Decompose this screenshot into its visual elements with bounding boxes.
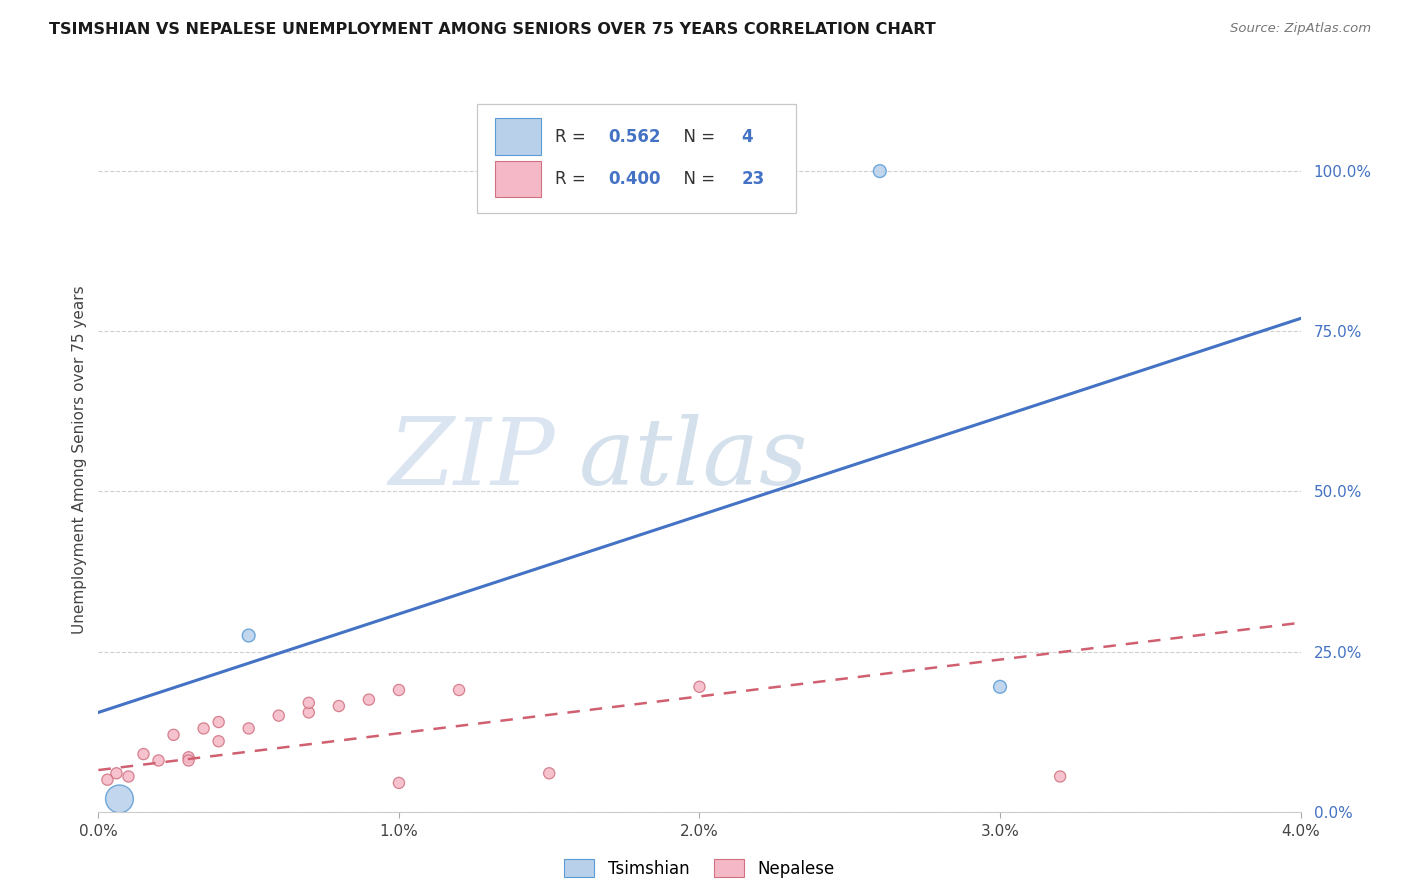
Text: R =: R = bbox=[555, 169, 592, 188]
FancyBboxPatch shape bbox=[495, 119, 541, 155]
Point bbox=[193, 722, 215, 736]
Point bbox=[538, 766, 561, 780]
Y-axis label: Unemployment Among Seniors over 75 years: Unemployment Among Seniors over 75 years bbox=[72, 285, 87, 633]
Point bbox=[357, 692, 380, 706]
Text: TSIMSHIAN VS NEPALESE UNEMPLOYMENT AMONG SENIORS OVER 75 YEARS CORRELATION CHART: TSIMSHIAN VS NEPALESE UNEMPLOYMENT AMONG… bbox=[49, 22, 936, 37]
Point bbox=[388, 683, 411, 698]
Point bbox=[132, 747, 155, 761]
FancyBboxPatch shape bbox=[477, 103, 796, 213]
Point bbox=[298, 706, 321, 720]
Point bbox=[238, 628, 260, 642]
Point bbox=[238, 722, 260, 736]
FancyBboxPatch shape bbox=[495, 161, 541, 197]
Text: Source: ZipAtlas.com: Source: ZipAtlas.com bbox=[1230, 22, 1371, 36]
Point bbox=[388, 776, 411, 790]
Point bbox=[1049, 769, 1071, 784]
Point bbox=[96, 772, 118, 787]
Point bbox=[208, 714, 231, 729]
Point bbox=[177, 754, 200, 768]
Point bbox=[689, 680, 711, 694]
Text: 23: 23 bbox=[741, 169, 765, 188]
Text: N =: N = bbox=[673, 169, 720, 188]
Text: ZIP: ZIP bbox=[388, 415, 555, 504]
Point bbox=[177, 750, 200, 764]
Point bbox=[108, 792, 131, 806]
Point bbox=[162, 728, 184, 742]
Text: 0.562: 0.562 bbox=[609, 128, 661, 145]
Point bbox=[105, 766, 128, 780]
Point bbox=[298, 696, 321, 710]
Point bbox=[267, 708, 290, 723]
Point bbox=[208, 734, 231, 748]
Text: atlas: atlas bbox=[579, 415, 808, 504]
Point bbox=[117, 769, 139, 784]
Point bbox=[148, 754, 170, 768]
Legend: Tsimshian, Nepalese: Tsimshian, Nepalese bbox=[558, 853, 841, 885]
Text: 4: 4 bbox=[741, 128, 754, 145]
Point bbox=[447, 683, 470, 698]
Text: R =: R = bbox=[555, 128, 592, 145]
Text: N =: N = bbox=[673, 128, 720, 145]
Point bbox=[328, 699, 350, 714]
Point bbox=[869, 164, 891, 178]
Text: 0.400: 0.400 bbox=[609, 169, 661, 188]
Point bbox=[988, 680, 1011, 694]
